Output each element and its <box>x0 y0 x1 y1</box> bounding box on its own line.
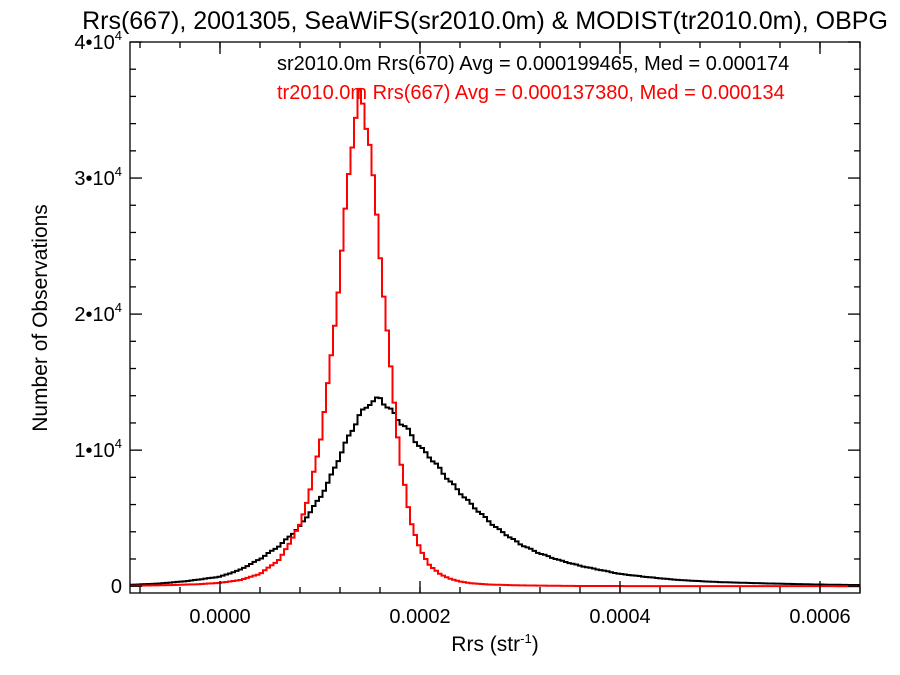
x-tick-label: 0.0004 <box>589 606 650 628</box>
series-line-1 <box>130 87 860 588</box>
y-tick-label: 0 <box>111 576 122 598</box>
legend: sr2010.0m Rrs(670) Avg = 0.000199465, Me… <box>277 53 789 104</box>
x-tick-label: 0.0000 <box>189 606 250 628</box>
plot-frame <box>129 41 861 594</box>
y-axis-label: Number of Observations <box>29 204 52 432</box>
chart-title: Rrs(667), 2001305, SeaWiFS(sr2010.0m) & … <box>82 7 888 35</box>
x-axis-label-text: Rrs (str <box>451 633 520 656</box>
y-tick-label: 3•104 <box>74 164 122 190</box>
y-tick-label: 1•104 <box>74 436 122 462</box>
x-axis-label-tail: ) <box>532 633 539 656</box>
x-tick-label: 0.0002 <box>389 606 450 628</box>
legend-entry-sr2010: sr2010.0m Rrs(670) Avg = 0.000199465, Me… <box>277 53 789 75</box>
x-tick-label: 0.0006 <box>789 606 850 628</box>
legend-entry-tr2010: tr2010.0m Rrs(667) Avg = 0.000137380, Me… <box>277 82 785 104</box>
x-axis-label-exponent: -1 <box>520 631 532 646</box>
series-layer <box>130 87 860 588</box>
series-line-0 <box>130 396 860 587</box>
ticks-layer: 0.0000 0.0002 0.0004 0.0006 0 1•104 2•104 3•104… <box>74 28 861 628</box>
y-tick-label: 4•104 <box>74 28 122 54</box>
y-tick-label: 2•104 <box>74 300 122 326</box>
x-axis-label: Rrs (str-1) <box>451 631 538 656</box>
